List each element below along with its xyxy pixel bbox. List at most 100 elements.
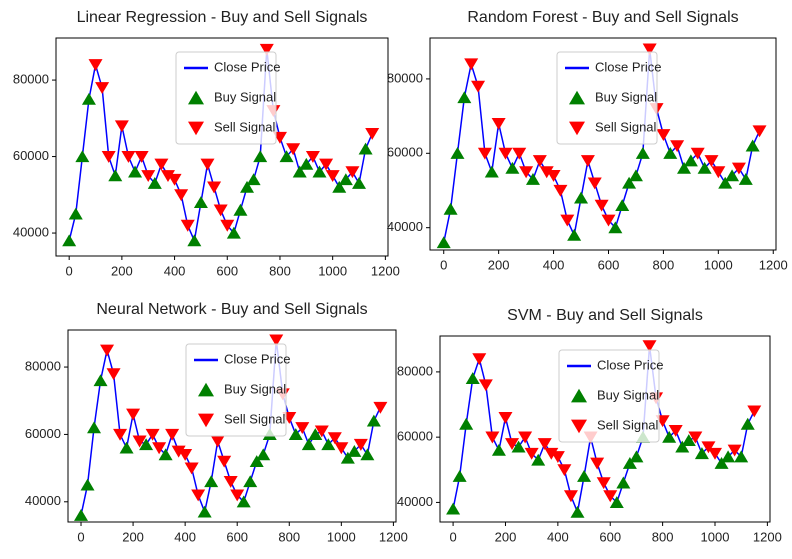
y-tick-label: 40000 (25, 493, 61, 508)
x-tick-label: 800 (653, 257, 675, 272)
legend-box (556, 51, 658, 145)
buy-marker (62, 234, 77, 247)
sell-marker (106, 368, 121, 381)
sell-marker (191, 489, 206, 502)
x-tick-label: 1200 (753, 529, 782, 544)
sell-marker (472, 353, 487, 366)
x-tick-label: 0 (440, 257, 447, 272)
buy-marker (193, 196, 208, 209)
buy-marker (366, 414, 381, 427)
buy-marker (321, 438, 336, 451)
legend-label: Close Price (214, 59, 280, 74)
sell-marker (121, 150, 136, 163)
subplot: Linear Regression - Buy and Sell Signals… (13, 9, 400, 278)
sell-marker (731, 162, 746, 175)
buy-marker (725, 169, 740, 182)
sell-marker (95, 82, 110, 95)
legend-marker (571, 388, 587, 403)
y-tick-label: 60000 (25, 426, 61, 441)
sell-marker (88, 59, 103, 72)
legend-box (175, 51, 277, 145)
sell-marker (594, 199, 609, 212)
y-tick-label: 80000 (387, 70, 423, 85)
legend-label: Sell Signal (224, 411, 286, 426)
legend-marker (188, 121, 204, 136)
buy-marker (279, 150, 294, 163)
sell-marker (345, 166, 360, 179)
y-tick-label: 60000 (397, 429, 433, 444)
sell-marker (518, 431, 533, 444)
x-tick-label: 0 (449, 529, 456, 544)
buy-marker (256, 448, 271, 461)
x-tick-label: 600 (216, 263, 238, 278)
x-tick-label: 1000 (701, 529, 730, 544)
buy-marker (446, 502, 461, 515)
sell-marker (711, 166, 726, 179)
x-tick-label: 400 (174, 529, 196, 544)
buy-marker (574, 191, 589, 204)
legend-label: Close Price (595, 59, 661, 74)
buy-marker (567, 228, 582, 241)
x-tick-label: 1200 (371, 263, 400, 278)
sell-marker (590, 457, 605, 470)
x-tick-label: 600 (598, 257, 620, 272)
buy-marker (301, 438, 316, 451)
buy-marker (360, 448, 375, 461)
buy-marker (340, 451, 355, 464)
buy-marker (158, 448, 173, 461)
buy-marker (608, 221, 623, 234)
sell-marker (688, 431, 703, 444)
buy-marker (681, 434, 696, 447)
sell-marker (327, 432, 342, 445)
buy-marker (436, 236, 451, 249)
sell-marker (478, 379, 493, 392)
sell-marker (305, 150, 320, 163)
sell-marker (532, 155, 547, 168)
x-tick-label: 600 (599, 529, 621, 544)
sell-marker (167, 173, 182, 186)
buy-marker (505, 161, 520, 174)
buy-marker (465, 372, 480, 385)
sell-marker (656, 129, 671, 142)
buy-marker (332, 180, 347, 193)
sell-marker (752, 125, 767, 138)
buy-marker (338, 173, 353, 186)
x-tick-label: 1000 (704, 257, 733, 272)
legend: Close Price Buy Signal Sell Signal (185, 343, 290, 437)
buy-marker (683, 154, 698, 167)
buy-marker (312, 165, 327, 178)
buy-marker (240, 180, 255, 193)
sell-marker (544, 447, 559, 460)
sell-marker (563, 490, 578, 503)
legend-marker (188, 90, 204, 105)
sell-marker (498, 147, 513, 160)
y-tick-label: 40000 (13, 224, 49, 239)
sell-marker (269, 334, 284, 347)
buy-marker (622, 456, 637, 469)
buy-marker (204, 475, 219, 488)
buy-marker (450, 146, 465, 159)
sell-marker (747, 405, 762, 418)
x-tick-label: 800 (269, 263, 291, 278)
sell-marker (259, 43, 274, 56)
sell-marker (207, 181, 222, 194)
buy-marker (609, 496, 624, 509)
sell-marker (704, 155, 719, 168)
sell-marker (539, 166, 554, 179)
sell-marker (580, 155, 595, 168)
buy-marker (352, 177, 367, 189)
x-tick-label: 1000 (327, 529, 356, 544)
sell-marker (464, 58, 479, 71)
plot-area (62, 43, 380, 247)
sell-marker (537, 438, 552, 450)
sell-marker (154, 158, 169, 171)
x-tick-label: 200 (488, 257, 510, 272)
sell-marker (668, 425, 683, 437)
sell-marker (491, 117, 506, 130)
buy-marker (249, 455, 264, 467)
buy-marker (570, 505, 585, 518)
buy-marker (525, 173, 540, 185)
sell-marker (642, 43, 657, 56)
sell-marker (550, 451, 565, 464)
sell-marker (485, 431, 500, 444)
